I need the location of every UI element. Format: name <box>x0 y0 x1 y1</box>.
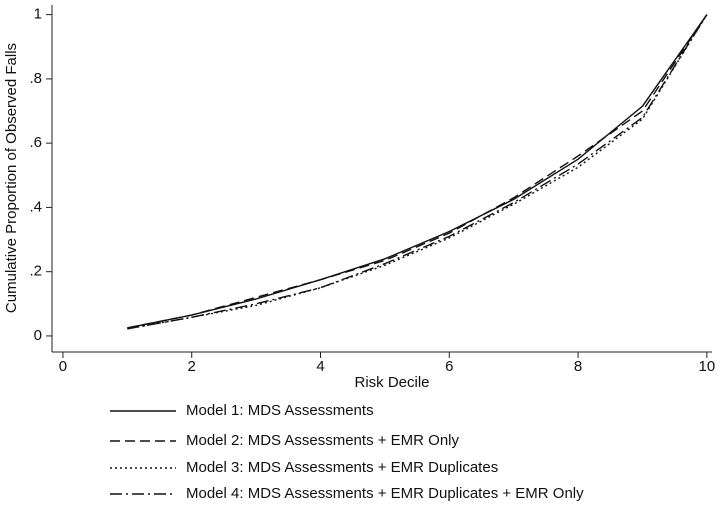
x-tick-label: 0 <box>59 358 67 375</box>
series-line <box>127 14 708 330</box>
y-tick-label: 0 <box>34 327 42 344</box>
x-tick-label: 10 <box>699 358 716 375</box>
y-tick-label: .8 <box>29 70 42 87</box>
series-line <box>127 14 708 329</box>
series-line <box>127 14 708 330</box>
x-tick-label: 8 <box>574 358 582 375</box>
y-tick-label: 1 <box>34 6 42 23</box>
y-tick-label: .2 <box>29 263 42 280</box>
y-tick-label: .4 <box>29 198 42 215</box>
y-axis-label: Cumulative Proportion of Observed Falls <box>3 43 20 313</box>
x-tick-label: 6 <box>445 358 453 375</box>
x-tick-label: 4 <box>316 358 324 375</box>
y-tick-label: .6 <box>29 134 42 151</box>
legend-label: Model 2: MDS Assessments + EMR Only <box>186 432 460 449</box>
x-axis-label: Risk Decile <box>354 374 429 391</box>
series-line <box>127 14 708 329</box>
x-tick-label: 2 <box>188 358 196 375</box>
legend-label: Model 4: MDS Assessments + EMR Duplicate… <box>186 485 584 502</box>
legend-label: Model 3: MDS Assessments + EMR Duplicate… <box>186 459 498 476</box>
legend-label: Model 1: MDS Assessments <box>186 402 374 419</box>
